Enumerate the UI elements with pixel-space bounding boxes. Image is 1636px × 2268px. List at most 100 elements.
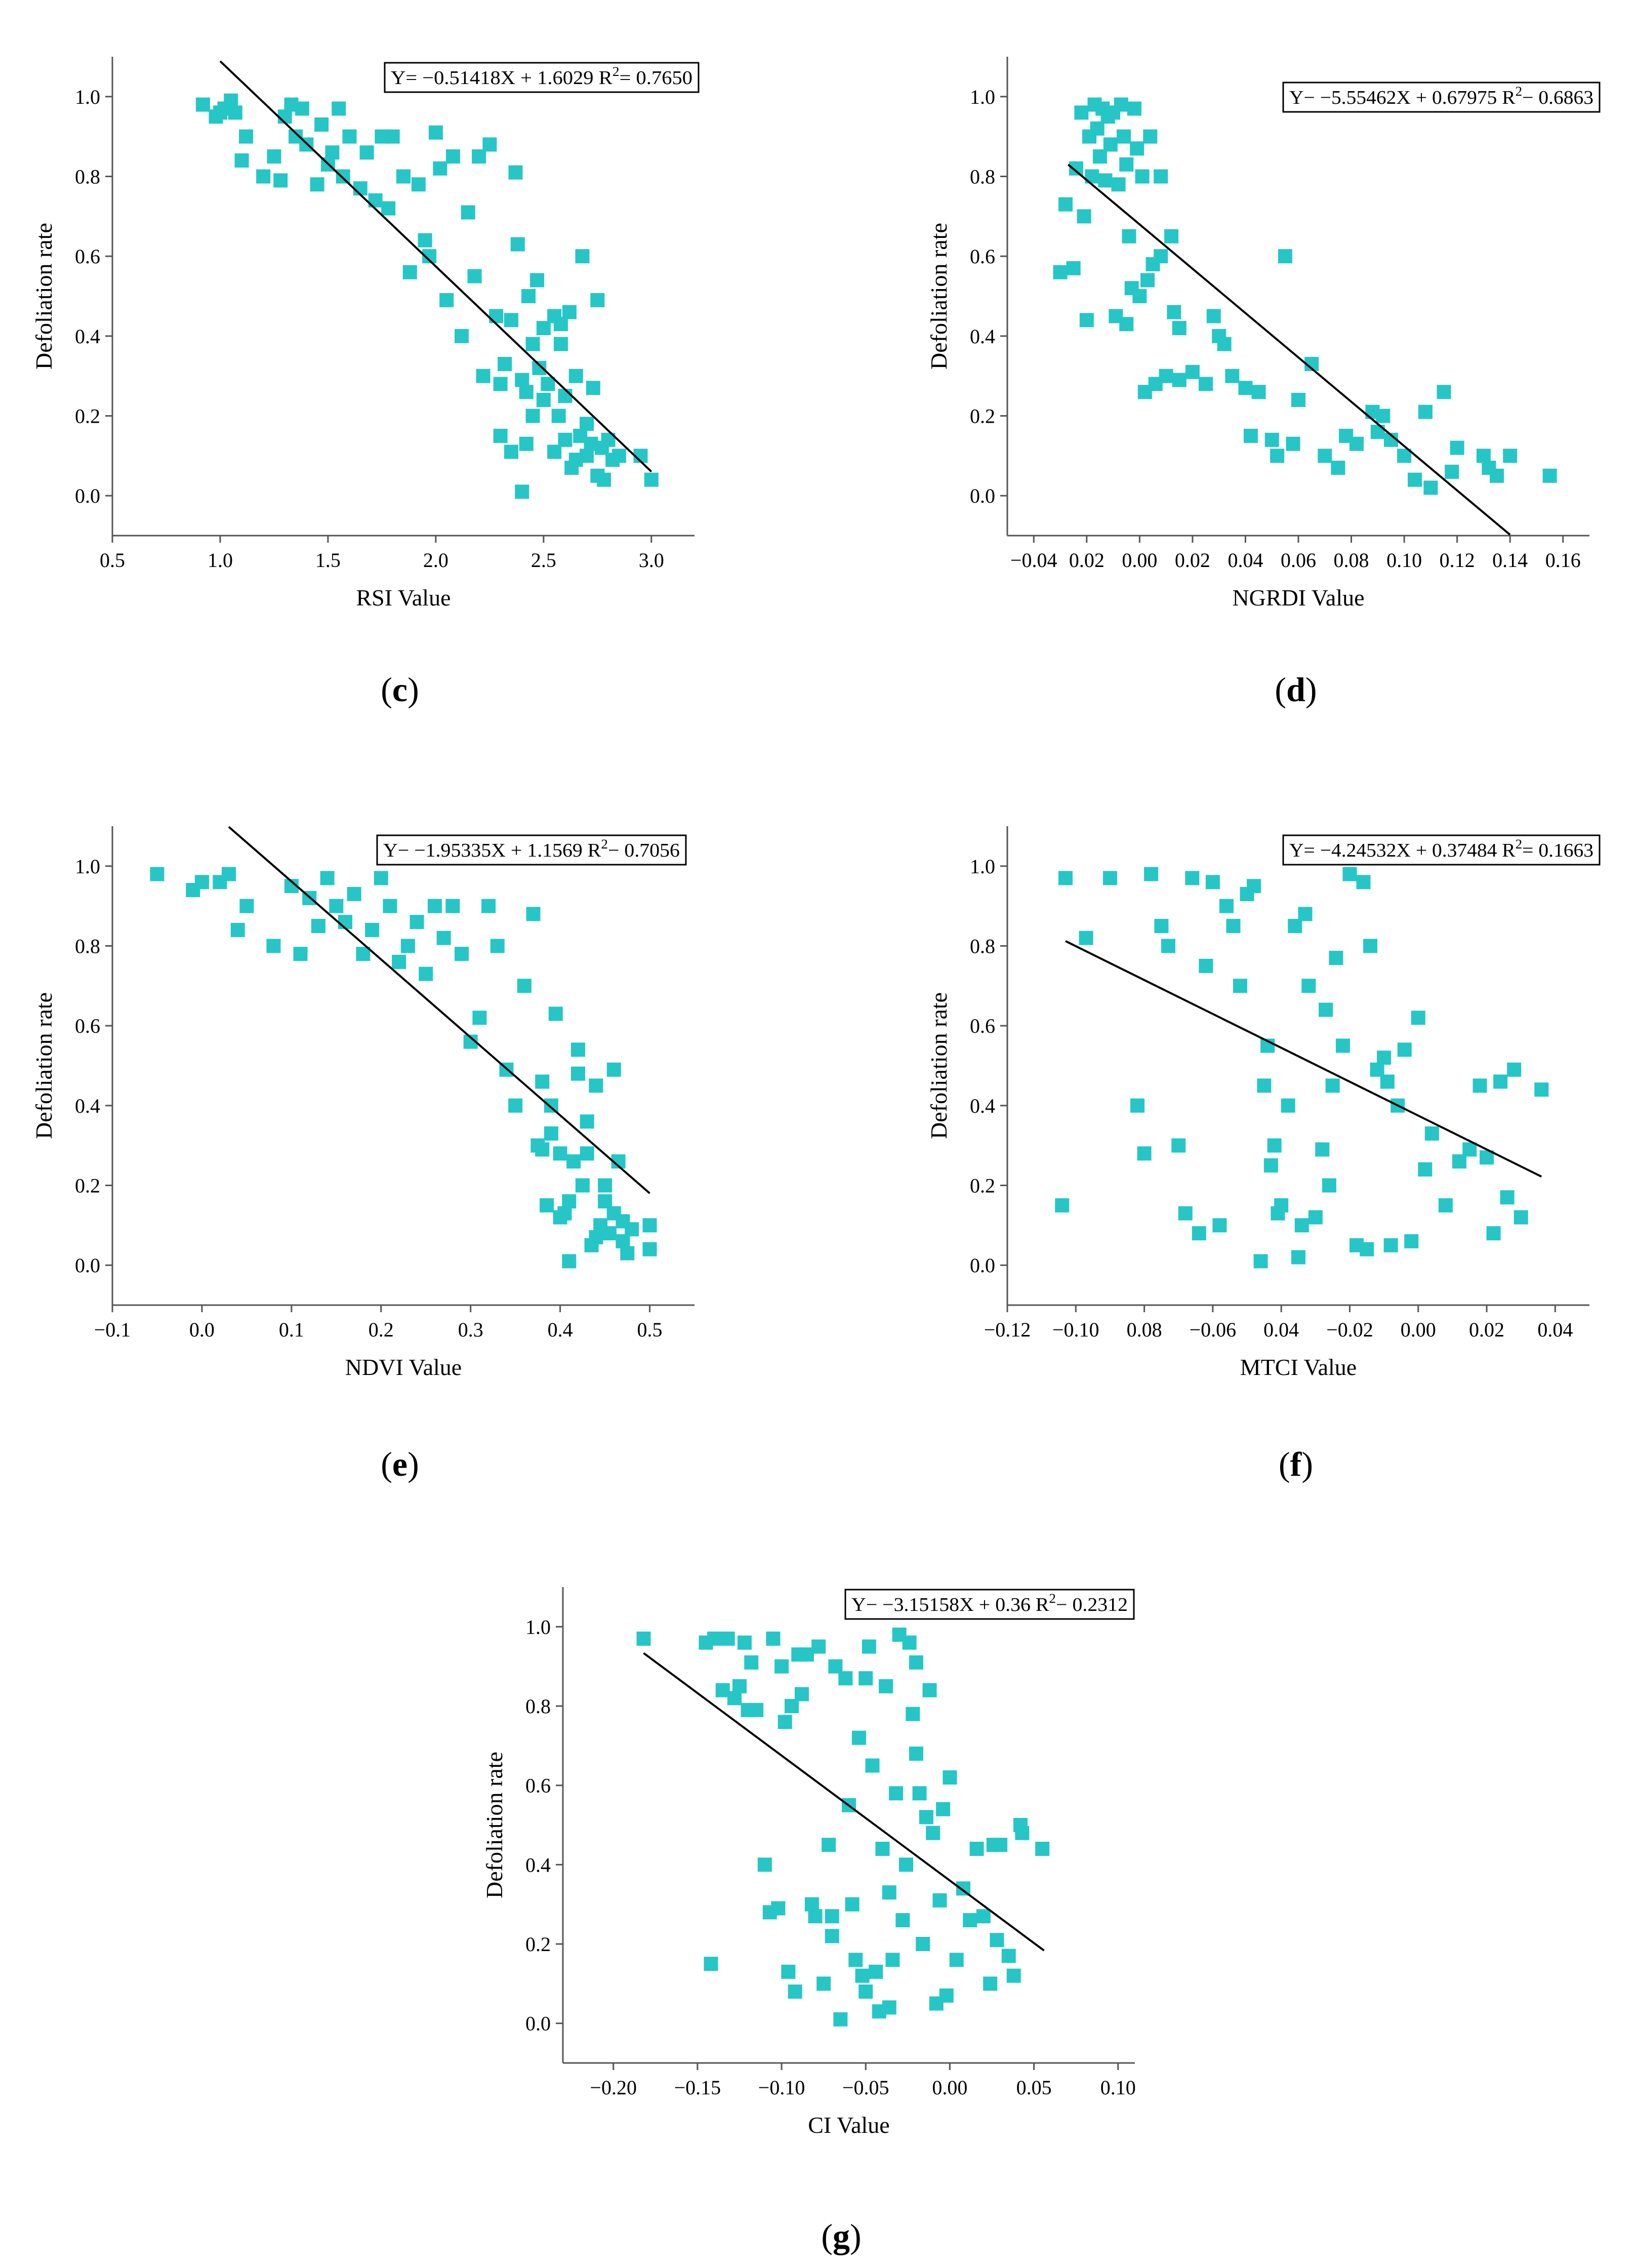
x-tick-label: −0.04 (1010, 549, 1057, 572)
data-point (336, 169, 350, 184)
data-point (1185, 364, 1200, 379)
data-point (1144, 867, 1159, 881)
regression-line (228, 826, 650, 1194)
data-point (909, 1747, 923, 1761)
data-point (1192, 1226, 1206, 1241)
data-point (504, 444, 518, 459)
data-point (428, 125, 443, 140)
data-point (597, 472, 611, 487)
data-point (510, 237, 525, 252)
x-tick-label: 0.3 (458, 1318, 483, 1341)
equation-frame (376, 834, 687, 866)
data-point (1437, 385, 1451, 399)
data-point (1363, 939, 1378, 953)
panel-label-e: (e) (381, 1445, 419, 1483)
data-point (1452, 1154, 1466, 1169)
x-tick-label: 0.5 (637, 1318, 663, 1341)
x-tick-label: −0.05 (842, 2076, 889, 2099)
data-point (851, 1730, 866, 1745)
data-point (1092, 149, 1107, 164)
data-point (562, 1254, 577, 1269)
data-point (228, 105, 242, 120)
data-point (882, 1885, 896, 1900)
data-point (575, 249, 590, 264)
data-point (239, 899, 254, 913)
data-point (778, 1715, 792, 1729)
x-tick-label: 0.5 (100, 549, 125, 572)
data-point (1140, 273, 1155, 288)
equation-box: Y− −5.55462X + 0.67975 R 2− 0.6863 (1282, 82, 1601, 113)
data-point (1322, 1178, 1336, 1193)
data-point (822, 1838, 836, 1852)
y-tick-label: 0.4 (525, 1853, 551, 1876)
data-point (493, 428, 508, 443)
data-point (983, 1976, 998, 1991)
x-axis-label: RSI Value (356, 585, 451, 611)
data-point (445, 149, 460, 164)
data-point (976, 1909, 991, 1924)
data-point (553, 317, 568, 332)
data-point (230, 922, 245, 937)
data-point (1503, 449, 1518, 463)
data-point (737, 1635, 752, 1650)
data-point (858, 1671, 873, 1686)
data-point (544, 1098, 558, 1113)
data-point (1143, 129, 1158, 144)
data-point (1135, 169, 1150, 184)
data-point (611, 449, 626, 463)
y-axis-label: Defoliation rate (926, 223, 952, 370)
data-point (811, 1639, 826, 1654)
data-point (1154, 919, 1169, 934)
data-point (1291, 392, 1305, 407)
data-point (526, 907, 541, 921)
x-tick-label: 1.0 (208, 549, 233, 572)
data-point (707, 1631, 722, 1646)
data-point (875, 1842, 890, 1856)
data-point (347, 887, 361, 902)
data-point (1291, 1250, 1305, 1265)
data-point (266, 939, 281, 953)
data-point (1383, 1238, 1398, 1252)
data-point (436, 930, 451, 945)
data-point (1397, 1042, 1412, 1057)
data-point (402, 265, 417, 279)
data-point (1127, 101, 1141, 116)
data-point (1178, 1206, 1193, 1221)
data-point (530, 273, 545, 288)
data-point (150, 867, 165, 881)
x-tick-label: 0.04 (1537, 1318, 1573, 1341)
data-point (427, 899, 442, 913)
data-point (541, 377, 555, 391)
data-point (1370, 1062, 1384, 1077)
y-tick-label: 1.0 (75, 86, 100, 108)
x-tick-label: 0.10 (1100, 2076, 1136, 2099)
data-point (943, 1770, 957, 1785)
data-point (1077, 209, 1091, 224)
data-point (828, 1659, 843, 1674)
data-point (332, 101, 346, 116)
data-point (720, 1631, 735, 1646)
data-point (1473, 1078, 1487, 1093)
data-point (325, 145, 340, 160)
y-tick-label: 0.2 (75, 1174, 100, 1197)
data-point (1319, 1002, 1333, 1017)
data-point (732, 1679, 747, 1693)
data-point (410, 915, 424, 929)
data-point (455, 329, 469, 343)
data-point (771, 1901, 786, 1916)
data-point (1154, 249, 1168, 264)
data-point (455, 947, 469, 961)
data-point (535, 1074, 550, 1089)
data-point (636, 1631, 651, 1646)
data-point (1349, 436, 1364, 451)
data-point (1376, 409, 1390, 423)
x-tick-label: 0.02 (1175, 549, 1210, 572)
data-point (1493, 1074, 1508, 1089)
data-point (525, 337, 540, 351)
data-point (1294, 1218, 1309, 1233)
data-point (571, 1042, 585, 1057)
data-point (744, 1655, 759, 1670)
data-point (1119, 317, 1134, 332)
data-point (1534, 1082, 1549, 1097)
x-tick-label: 0.16 (1545, 549, 1581, 572)
